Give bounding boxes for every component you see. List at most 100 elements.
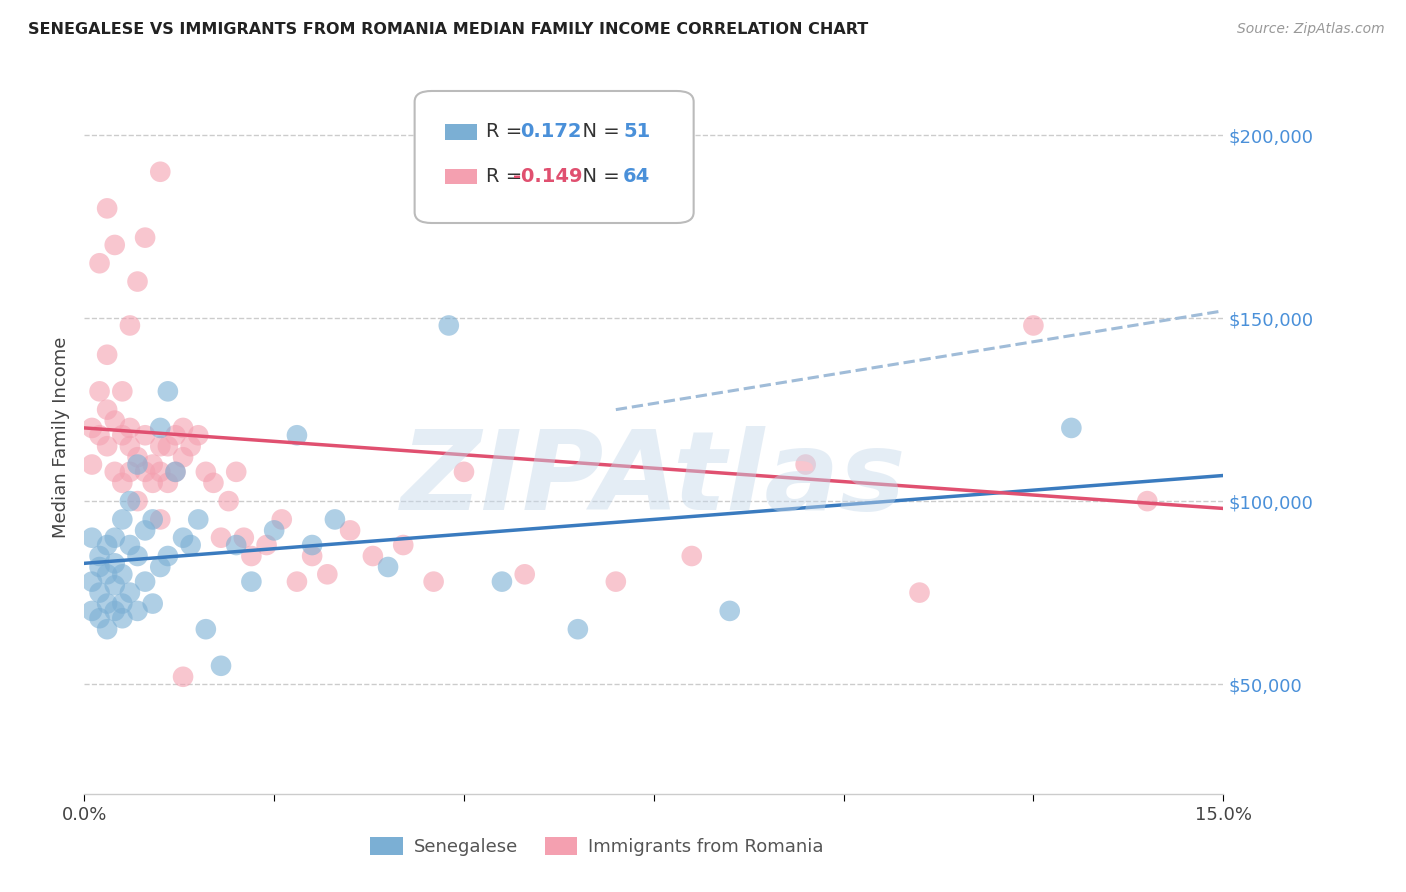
Point <box>149 512 172 526</box>
Point <box>301 538 323 552</box>
Point <box>172 450 194 465</box>
Point <box>149 165 172 179</box>
Text: N =: N = <box>569 167 626 186</box>
Point <box>225 465 247 479</box>
Point <box>605 574 627 589</box>
FancyBboxPatch shape <box>415 91 693 223</box>
Point <box>187 428 209 442</box>
Point <box>104 465 127 479</box>
Point <box>392 538 415 552</box>
Point <box>491 574 513 589</box>
Point <box>453 465 475 479</box>
Point <box>339 524 361 538</box>
Point <box>104 578 127 592</box>
Text: N =: N = <box>569 122 626 141</box>
Point <box>118 494 141 508</box>
Point <box>111 597 134 611</box>
Point <box>96 202 118 216</box>
Point <box>142 458 165 472</box>
Point <box>240 574 263 589</box>
Text: Source: ZipAtlas.com: Source: ZipAtlas.com <box>1237 22 1385 37</box>
Legend: Senegalese, Immigrants from Romania: Senegalese, Immigrants from Romania <box>363 830 831 863</box>
Point <box>96 538 118 552</box>
Point <box>149 439 172 453</box>
Point <box>118 439 141 453</box>
Point <box>142 597 165 611</box>
Point <box>96 597 118 611</box>
Point <box>316 567 339 582</box>
Point <box>111 428 134 442</box>
Point <box>118 465 141 479</box>
Point <box>377 560 399 574</box>
Point <box>361 549 384 563</box>
Point <box>681 549 703 563</box>
Point <box>127 275 149 289</box>
Point <box>323 512 346 526</box>
Point <box>156 439 179 453</box>
Point <box>127 450 149 465</box>
Point <box>104 238 127 252</box>
Point <box>180 538 202 552</box>
Text: 51: 51 <box>623 122 651 141</box>
Point <box>567 622 589 636</box>
Point <box>89 611 111 625</box>
Y-axis label: Median Family Income: Median Family Income <box>52 336 70 538</box>
Point <box>96 439 118 453</box>
Text: R =: R = <box>486 122 529 141</box>
Point <box>80 458 103 472</box>
Point <box>96 567 118 582</box>
Point <box>209 531 232 545</box>
Point <box>149 465 172 479</box>
Point <box>285 428 308 442</box>
Point <box>794 458 817 472</box>
Point <box>118 421 141 435</box>
Point <box>172 670 194 684</box>
Point <box>142 512 165 526</box>
Point <box>194 465 217 479</box>
Point <box>89 585 111 599</box>
Point <box>149 421 172 435</box>
Point <box>118 318 141 333</box>
Point <box>513 567 536 582</box>
Point <box>96 402 118 417</box>
Point <box>89 549 111 563</box>
Point <box>149 560 172 574</box>
Point <box>134 428 156 442</box>
Point <box>187 512 209 526</box>
Point <box>89 384 111 399</box>
Point <box>89 428 111 442</box>
Text: ZIPAtlas: ZIPAtlas <box>401 426 907 533</box>
Point <box>134 465 156 479</box>
Point <box>111 475 134 490</box>
Bar <box>446 124 477 139</box>
Point <box>285 574 308 589</box>
Point <box>134 574 156 589</box>
Point <box>263 524 285 538</box>
Point <box>1060 421 1083 435</box>
Point <box>156 549 179 563</box>
Point <box>127 549 149 563</box>
Point <box>111 611 134 625</box>
Text: R =: R = <box>486 167 529 186</box>
Point <box>104 557 127 571</box>
Point <box>225 538 247 552</box>
Point <box>270 512 292 526</box>
Point <box>89 560 111 574</box>
Point <box>209 658 232 673</box>
Point <box>156 475 179 490</box>
Point <box>422 574 444 589</box>
Bar <box>446 169 477 185</box>
Point <box>202 475 225 490</box>
Point <box>111 567 134 582</box>
Point <box>1022 318 1045 333</box>
Point <box>256 538 278 552</box>
Text: -0.149: -0.149 <box>513 167 582 186</box>
Point <box>142 475 165 490</box>
Point <box>118 538 141 552</box>
Point <box>1136 494 1159 508</box>
Point <box>104 414 127 428</box>
Point <box>165 465 187 479</box>
Point <box>96 348 118 362</box>
Point <box>718 604 741 618</box>
Point <box>165 428 187 442</box>
